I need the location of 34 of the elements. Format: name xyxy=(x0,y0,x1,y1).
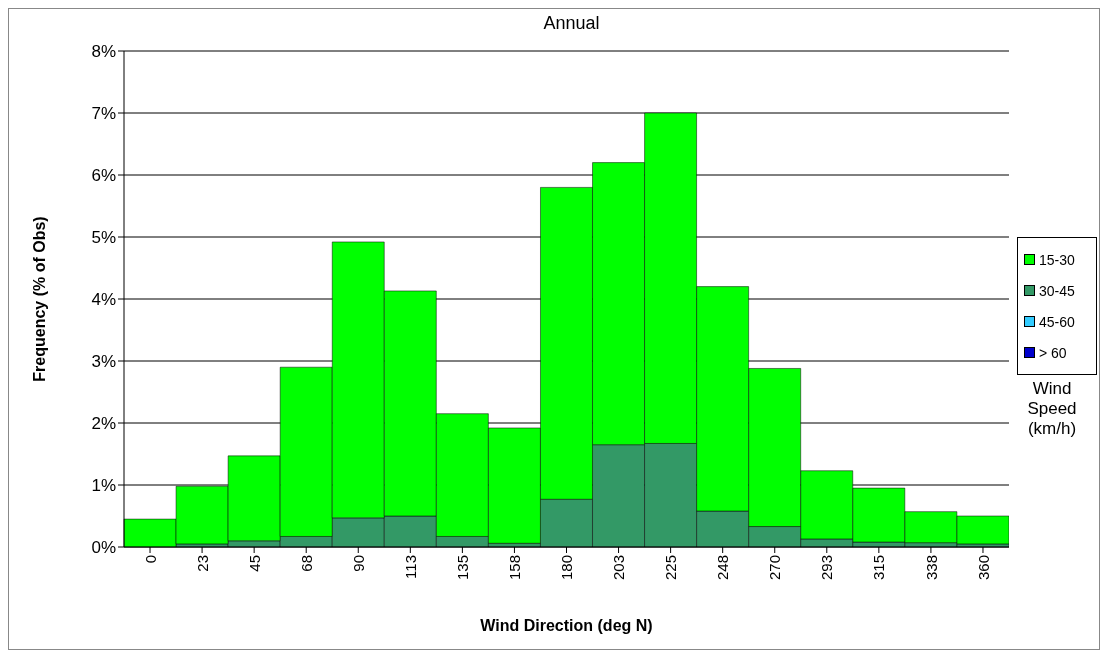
legend-label: 15-30 xyxy=(1038,250,1076,270)
y-tick-label: 7% xyxy=(91,104,116,124)
x-tick-label: 135 xyxy=(454,555,472,581)
y-axis-title: Frequency (% of Obs) xyxy=(30,216,48,382)
x-tick-label: 338 xyxy=(922,555,940,581)
x-tick-label: 180 xyxy=(558,555,576,581)
x-tick-label: 45 xyxy=(245,555,263,572)
legend-label: 45-60 xyxy=(1038,312,1076,332)
x-tick-label: 113 xyxy=(401,555,419,579)
x-tick-label: 0 xyxy=(141,555,159,564)
y-tick-label: 2% xyxy=(91,414,116,434)
y-tick-label: 3% xyxy=(91,352,116,372)
y-tick-label: 0% xyxy=(91,538,116,558)
x-tick-label: 293 xyxy=(818,555,836,581)
x-axis-title: Wind Direction (deg N) xyxy=(480,617,653,634)
x-tick-label: 225 xyxy=(662,555,680,581)
y-tick-label: 1% xyxy=(91,476,116,496)
legend-label: > 60 xyxy=(1038,343,1068,363)
y-tick-label: 4% xyxy=(91,290,116,310)
y-tick-label: 5% xyxy=(91,228,116,248)
x-tick-label: 68 xyxy=(297,555,315,572)
y-tick-label: 6% xyxy=(91,166,116,186)
legend-title: Wind Speed (km/h) xyxy=(1026,379,1078,439)
x-tick-label: 203 xyxy=(610,555,628,581)
x-tick-label: 158 xyxy=(506,555,524,581)
x-tick-label: 90 xyxy=(349,555,367,572)
legend-label: 30-45 xyxy=(1038,281,1076,301)
x-tick-label: 315 xyxy=(870,555,888,581)
x-tick-label: 270 xyxy=(766,555,784,581)
x-tick-label: 23 xyxy=(193,555,211,572)
x-tick-label: 360 xyxy=(974,555,992,581)
y-tick-label: 8% xyxy=(91,42,116,62)
chart-title: Annual xyxy=(542,13,601,34)
x-tick-label: 248 xyxy=(714,555,732,581)
